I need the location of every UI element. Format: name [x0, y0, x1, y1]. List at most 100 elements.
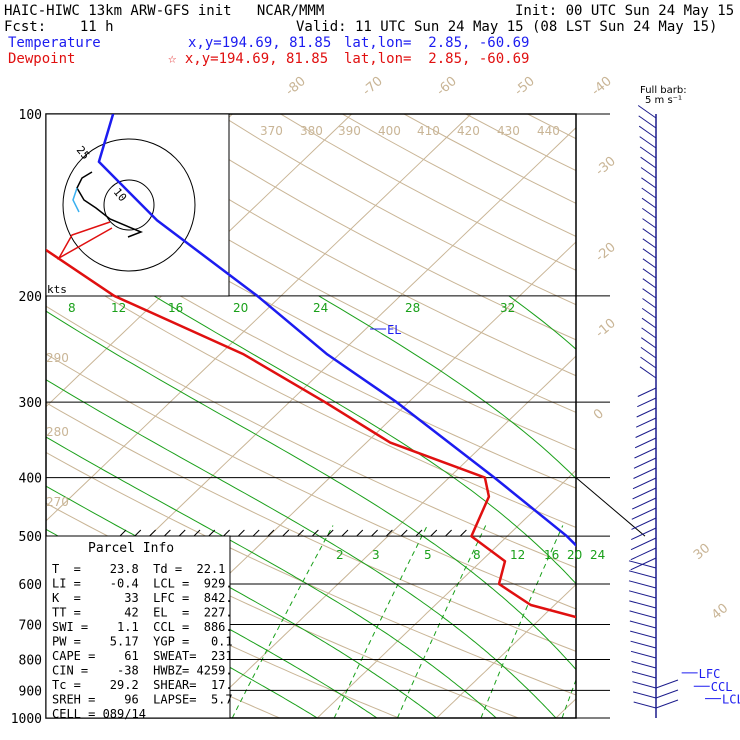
pressure-label: 500 [19, 530, 42, 545]
dry-adiabat [46, 451, 576, 696]
hodograph-trace-red [57, 221, 113, 260]
wind-barb [642, 258, 657, 269]
wind-barb [632, 477, 657, 490]
marker-ccl: CCL [711, 680, 733, 694]
theta-label: 370 [260, 124, 283, 138]
isotherm-label: 40 [709, 601, 731, 623]
level-markers: EL LFCCCLLCL [370, 323, 740, 707]
theta-label: 290 [46, 351, 69, 365]
wind-barb [641, 197, 657, 209]
dry-adiabat [46, 122, 576, 413]
wind-barb [632, 681, 657, 689]
moist-adiabat [153, 295, 576, 585]
freezing-tick [430, 529, 438, 537]
mixing-ratio-line [396, 525, 487, 718]
wind-barb [655, 689, 679, 699]
isotherm-label: -20 [593, 240, 619, 265]
wind-barb [633, 467, 657, 479]
theta-label: 390 [338, 124, 361, 138]
wind-barb [631, 660, 657, 669]
pressure-label: 600 [19, 578, 42, 593]
parcel-info-box: Parcel Info T = 23.8 Td = 22.1LI = -0.4 L… [45, 535, 233, 721]
freezing-tick [386, 529, 393, 537]
isotherm [555, 698, 576, 718]
hodograph-box [45, 113, 230, 297]
wind-barb [630, 640, 657, 649]
hodograph-trace-cyan [72, 187, 80, 213]
wind-barb [628, 590, 657, 599]
freezing-tick [341, 529, 349, 537]
marker-el: EL [387, 323, 401, 337]
wind-barb [634, 437, 657, 449]
dry-adiabat [342, 114, 576, 238]
wind-barb [642, 238, 657, 249]
plot-border [45, 113, 577, 719]
wind-barb [628, 560, 657, 569]
dry-adiabat [527, 114, 576, 140]
isotherm-label: -80 [283, 74, 309, 99]
mixing-ratio-label: 12 [111, 301, 126, 315]
wind-barb [630, 547, 657, 561]
isotherm-label: -40 [589, 74, 615, 99]
pressure-label: 900 [19, 684, 42, 699]
wind-barb [637, 387, 657, 397]
temperature-latlon: lat,lon= 2.85, -60.69 [344, 35, 530, 51]
wind-barb [641, 337, 657, 349]
hodograph-ring [103, 179, 155, 231]
parcel-info-row: CAPE = 61 SWEAT= 231 [52, 649, 233, 663]
mixing-ratio-line [231, 525, 334, 718]
wind-barbs: Full barb:5 m s⁻¹ [628, 85, 687, 718]
wind-barb [642, 207, 657, 219]
theta-label: 440 [537, 124, 560, 138]
freezing-tick [149, 529, 156, 537]
parcel-info-row: PW = 5.17 YGP = 0.1 [52, 635, 233, 649]
wind-barb [630, 557, 657, 571]
freezing-tick [356, 529, 364, 537]
plot-frame [45, 113, 646, 719]
wind-barb [638, 115, 657, 129]
marker-lcl: LCL [722, 693, 740, 707]
wind-barb [631, 507, 657, 520]
wind-barb [642, 228, 657, 239]
isotherm-label: -60 [434, 74, 460, 99]
wind-barb [655, 679, 679, 689]
theta-label: 280 [46, 425, 69, 439]
pressure-label: 1000 [11, 712, 42, 727]
dry-adiabat [46, 212, 576, 489]
freezing-tick [297, 529, 304, 537]
moist-adiabat [686, 296, 740, 718]
parcel-info-row: LI = -0.4 LCL = 929. [52, 577, 233, 591]
wind-barb [637, 105, 657, 119]
mixing-ratio-label: 20 [567, 548, 582, 562]
wind-barb [637, 397, 657, 408]
freezing-tick [445, 529, 452, 537]
hodograph-trace-black [76, 171, 144, 238]
wind-barb [634, 447, 657, 459]
freezing-tick [164, 529, 171, 537]
dry-adiabat [94, 114, 576, 377]
barb-legend-line: Full barb: [640, 85, 687, 96]
dewpoint-latlon: lat,lon= 2.85, -60.69 [344, 51, 530, 67]
freezing-tick [282, 529, 290, 537]
wind-barb [635, 427, 657, 438]
dewpoint-xy: ☆ x,y=194.69, 81.85 [168, 51, 329, 67]
forecast-hour: Fcst: 11 h [4, 19, 114, 35]
theta-label: 380 [300, 124, 323, 138]
dry-adiabat [46, 305, 576, 569]
theta-label: 410 [417, 124, 440, 138]
marker-lfc: LFC [699, 667, 721, 681]
mixing-ratio-label: 8 [473, 548, 481, 562]
wind-barb [641, 177, 657, 189]
wind-barb [630, 630, 657, 639]
wind-barb [639, 366, 657, 379]
wind-barb [629, 600, 657, 609]
sounding-profiles [46, 114, 576, 619]
pressure-label: 700 [19, 618, 42, 633]
wind-barb [641, 307, 657, 319]
mixing-ratio-label: 20 [233, 301, 248, 315]
wind-barb [628, 570, 657, 579]
parcel-info-title: Parcel Info [88, 541, 174, 556]
wind-barb [642, 298, 657, 309]
wind-barb [639, 136, 657, 149]
